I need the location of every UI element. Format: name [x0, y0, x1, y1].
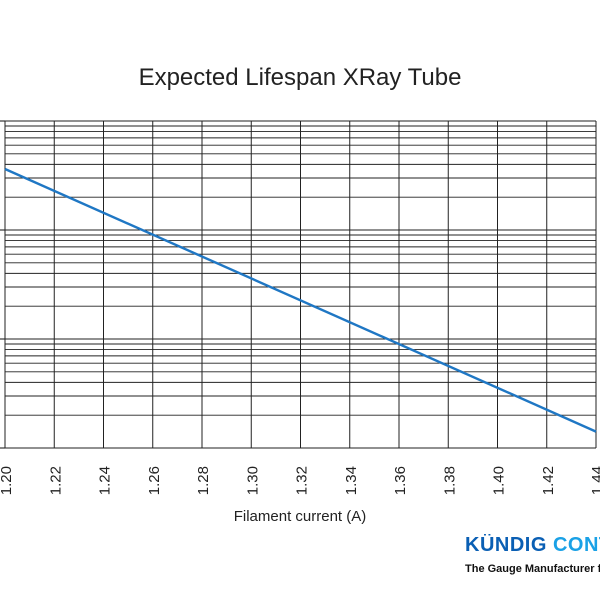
- x-tick-label: 1.42: [540, 466, 557, 495]
- x-tick-labels: 1.20 1.22 1.24 1.26 1.28 1.30 1.32 1.34 1.36 1.38…: [0, 466, 600, 495]
- x-tick-label: 1.20: [0, 466, 15, 495]
- x-tick-label: 1.38: [441, 466, 458, 495]
- x-tick-label: 1.30: [244, 466, 261, 495]
- logo-tagline: The Gauge Manufacturer for: [465, 563, 600, 575]
- chart-title: Expected Lifespan XRay Tube: [138, 64, 462, 91]
- chart-series: [4, 167, 597, 433]
- x-tick-label: 1.34: [343, 466, 360, 495]
- chart-grid: [0, 120, 597, 449]
- x-tick-label: 1.44: [589, 466, 600, 495]
- logo-name-part1: KÜNDIG: [465, 534, 547, 556]
- x-tick-label: 1.28: [195, 466, 212, 495]
- x-tick-label: 1.24: [97, 466, 114, 495]
- series-line: [4, 167, 597, 433]
- x-tick-label: 1.36: [392, 466, 409, 495]
- x-tick-label: 1.22: [47, 466, 64, 495]
- x-tick-label: 1.26: [146, 466, 163, 495]
- x-tick-label: 1.32: [294, 466, 311, 495]
- x-tick-label: 1.40: [491, 466, 508, 495]
- x-axis-label: Filament current (A): [233, 508, 367, 525]
